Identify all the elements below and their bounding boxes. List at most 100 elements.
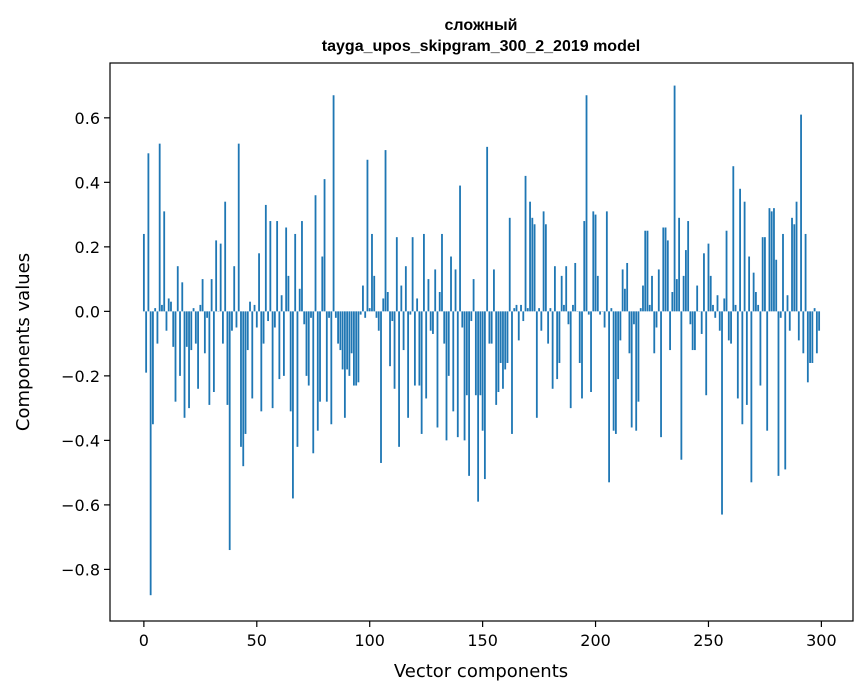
bar-43	[240, 311, 242, 447]
y-tick-label: 0.0	[75, 302, 100, 321]
bar-187	[565, 266, 568, 312]
bar-181	[551, 311, 554, 389]
bar-269	[750, 311, 753, 483]
bar-180	[549, 308, 552, 312]
bar-275	[764, 237, 766, 312]
bar-190	[572, 304, 574, 312]
bar-115	[402, 311, 405, 351]
bar-251	[709, 275, 712, 312]
bar-21	[190, 311, 193, 351]
bar-131	[438, 292, 441, 312]
bar-268	[748, 256, 751, 312]
y-tick-label: 0.4	[75, 173, 100, 192]
bar-225	[651, 275, 653, 312]
bar-130	[436, 311, 439, 428]
bar-100	[368, 308, 371, 312]
bar-226	[653, 311, 656, 354]
bar-297	[813, 308, 816, 312]
bar-158	[499, 311, 502, 363]
bar-184	[558, 311, 561, 363]
bar-24	[197, 311, 199, 389]
bar-279	[773, 208, 775, 312]
bar-40	[233, 266, 236, 312]
bar-16	[179, 311, 181, 376]
bar-260	[730, 311, 732, 344]
plot-frame	[109, 62, 854, 622]
bar-183	[556, 311, 559, 380]
bar-67	[294, 233, 297, 312]
bar-37	[226, 311, 229, 405]
bar-137	[452, 311, 455, 412]
bar-284	[784, 311, 787, 470]
bar-49	[253, 304, 256, 312]
bar-97	[362, 285, 364, 312]
bar-84	[332, 95, 335, 312]
bar-28	[206, 311, 209, 318]
bar-196	[585, 95, 588, 312]
bar-27	[203, 311, 206, 354]
bar-153	[488, 311, 491, 344]
bar-32	[215, 240, 218, 312]
bar-113	[398, 311, 400, 447]
bar-4	[152, 311, 154, 425]
bar-266	[743, 201, 746, 312]
bar-53	[262, 311, 265, 344]
bar-276	[766, 311, 769, 431]
y-tick-label: −0.6	[61, 496, 100, 515]
bar-75	[312, 311, 315, 454]
bar-7	[158, 143, 161, 312]
bar-282	[779, 311, 782, 318]
bar-82	[328, 311, 330, 318]
bar-247	[700, 311, 703, 334]
bar-213	[624, 288, 626, 312]
bar-230	[662, 227, 665, 312]
bar-85	[334, 311, 337, 318]
bar-299	[818, 311, 821, 331]
bar-244	[694, 311, 696, 351]
bar-12	[170, 301, 172, 312]
x-tick-label: 0	[139, 631, 149, 650]
bar-165	[515, 304, 518, 312]
bar-265	[741, 311, 744, 425]
bar-239	[682, 275, 685, 312]
bar-249	[705, 311, 708, 396]
bar-257	[723, 298, 726, 312]
bar-292	[802, 311, 805, 354]
bar-214	[626, 262, 629, 312]
bar-91	[348, 311, 351, 376]
bar-206	[608, 311, 610, 483]
bar-72	[305, 311, 308, 376]
bar-35	[222, 311, 224, 344]
bar-106	[382, 298, 385, 312]
bar-102	[373, 275, 376, 312]
bar-174	[535, 311, 538, 418]
bar-31	[212, 311, 215, 392]
bar-224	[648, 304, 651, 312]
bar-15	[176, 266, 179, 312]
bar-25	[199, 304, 202, 312]
bar-9	[163, 211, 166, 312]
bar-121	[416, 298, 419, 312]
x-tick-label: 50	[247, 631, 267, 650]
bar-96	[359, 311, 362, 315]
bar-294	[806, 311, 809, 383]
bar-151	[483, 311, 486, 480]
bar-254	[716, 295, 719, 312]
bar-149	[479, 311, 482, 396]
bar-145	[470, 311, 473, 322]
bar-132	[441, 233, 443, 312]
bar-110	[391, 311, 394, 322]
bar-173	[533, 224, 536, 312]
bar-71	[303, 311, 306, 325]
bar-147	[474, 311, 477, 396]
bar-77	[316, 311, 319, 431]
bar-222	[644, 230, 647, 312]
bar-64	[287, 275, 290, 312]
bar-126	[427, 279, 430, 312]
bar-98	[364, 311, 367, 318]
bar-255	[718, 311, 721, 331]
bar-143	[465, 311, 468, 396]
bar-83	[330, 311, 333, 425]
y-tick-label: 0.2	[75, 238, 100, 257]
